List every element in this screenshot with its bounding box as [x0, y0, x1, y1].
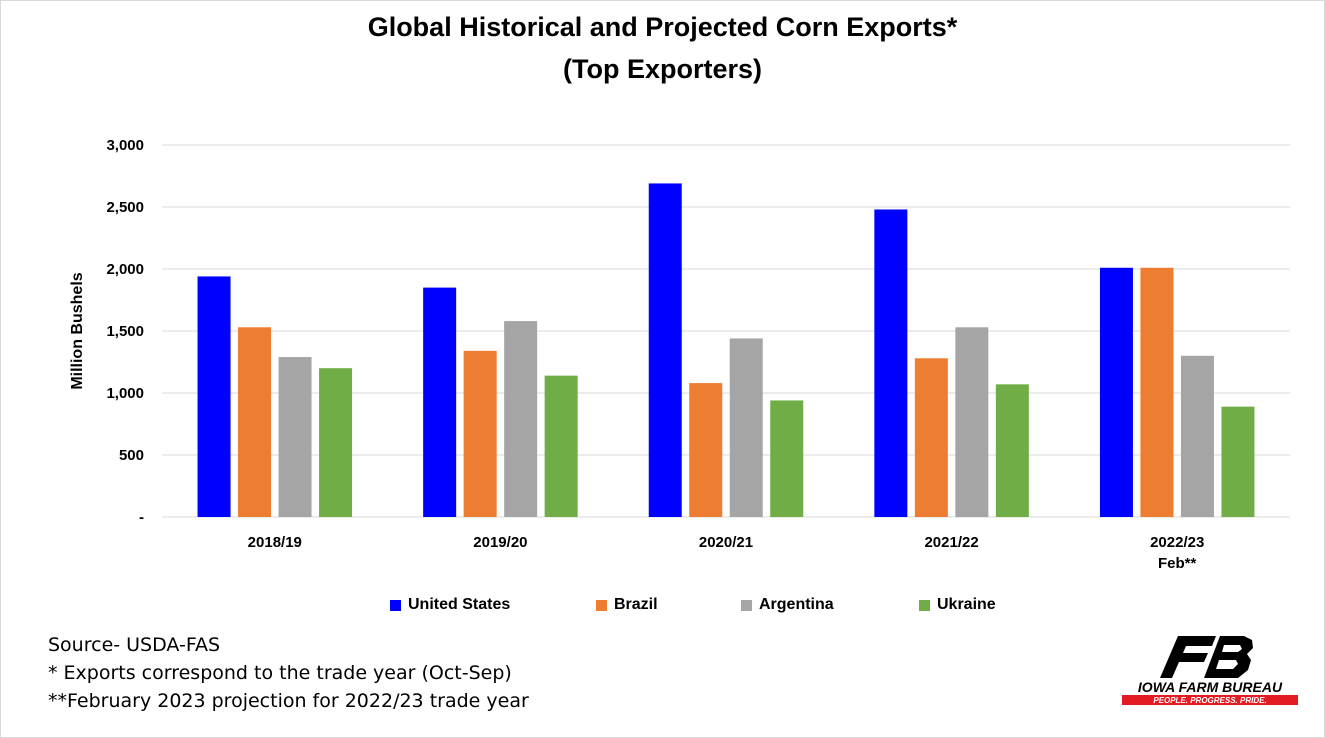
- legend-swatch: [919, 599, 930, 611]
- fb-mark-icon: [1160, 636, 1253, 678]
- legend-item-argentina: Argentina: [741, 596, 834, 614]
- bar-united-states: [197, 276, 231, 517]
- logo-banner: [1122, 695, 1298, 705]
- bar-united-states: [648, 183, 682, 517]
- footnote-trade-year: * Exports correspond to the trade year (…: [48, 662, 512, 684]
- legend-swatch: [596, 599, 607, 611]
- bar-argentina: [955, 327, 989, 517]
- x-category-label: 2019/20: [473, 534, 527, 551]
- y-tick-label: 1,000: [106, 385, 144, 402]
- iowa-farm-bureau-logo: IOWA FARM BUREAU PEOPLE. PROGRESS. PRIDE…: [1122, 636, 1298, 705]
- legend-item-brazil: Brazil: [596, 596, 658, 614]
- legend-label: Argentina: [759, 596, 834, 613]
- bar-argentina: [504, 321, 538, 517]
- y-tick-label: 500: [119, 447, 144, 464]
- x-category-label: 2020/21: [699, 534, 753, 551]
- legend-item-ukraine: Ukraine: [919, 596, 996, 614]
- y-tick-label: -: [139, 509, 144, 526]
- bar-united-states: [874, 209, 908, 518]
- bar-ukraine: [544, 375, 578, 517]
- bar-brazil: [914, 358, 948, 517]
- legend: United States Brazil Argentina Ukraine: [0, 596, 1325, 618]
- x-category-label: 2021/22: [924, 534, 978, 551]
- bar-argentina: [278, 357, 312, 517]
- logo-name: IOWA FARM BUREAU: [1138, 679, 1283, 695]
- bar-brazil: [689, 383, 723, 517]
- legend-swatch: [741, 599, 752, 611]
- footnote-projection: **February 2023 projection for 2022/23 t…: [48, 690, 529, 712]
- bar-ukraine: [770, 400, 804, 517]
- legend-item-united-states: United States: [390, 596, 510, 614]
- y-axis-label: Million Bushels: [69, 272, 86, 389]
- y-tick-label: 1,500: [106, 323, 144, 340]
- x-axis-categories: 2018/19 2019/20 2020/21 2021/22 2022/23 Feb**: [248, 534, 1205, 572]
- bar-ukraine: [1221, 406, 1255, 517]
- x-category-label: Feb**: [1158, 555, 1197, 572]
- legend-swatch: [390, 599, 401, 611]
- legend-label: United States: [408, 596, 511, 613]
- bar-argentina: [1180, 355, 1214, 517]
- y-tick-label: 2,000: [106, 261, 144, 278]
- bar-ukraine: [995, 384, 1029, 517]
- chart-subtitle: (Top Exporters): [562, 54, 762, 84]
- logo-tagline: PEOPLE. PROGRESS. PRIDE.: [1153, 696, 1266, 705]
- bar-ukraine: [319, 368, 353, 517]
- x-category-label: 2022/23: [1150, 534, 1204, 551]
- bar-united-states: [423, 287, 457, 517]
- source-note: Source- USDA-FAS: [48, 634, 221, 656]
- bar-brazil: [238, 327, 272, 517]
- bar-brazil: [463, 350, 497, 517]
- legend-label: Ukraine: [937, 596, 996, 613]
- y-tick-label: 2,500: [106, 199, 144, 216]
- bar-brazil: [1140, 267, 1174, 517]
- legend-label: Brazil: [614, 596, 658, 613]
- chart-title: Global Historical and Projected Corn Exp…: [367, 12, 958, 42]
- x-category-label: 2018/19: [248, 534, 302, 551]
- y-axis-ticks: - 500 1,000 1,500 2,000 2,500 3,000: [106, 137, 144, 526]
- bars: [197, 183, 1255, 518]
- bar-argentina: [729, 338, 763, 517]
- bar-united-states: [1099, 267, 1133, 517]
- y-tick-label: 3,000: [106, 137, 144, 154]
